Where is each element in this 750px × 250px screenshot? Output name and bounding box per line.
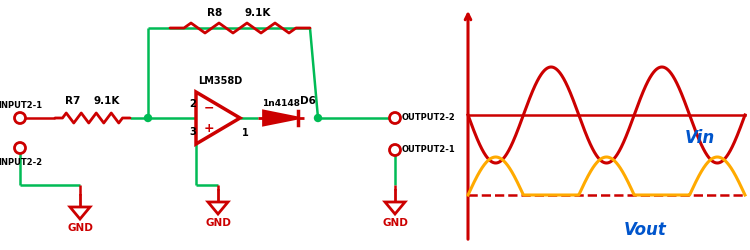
Polygon shape	[208, 202, 228, 214]
Text: 9.1K: 9.1K	[244, 8, 272, 18]
Text: OUTPUT2-2: OUTPUT2-2	[402, 114, 456, 122]
Polygon shape	[70, 207, 90, 219]
Text: D6: D6	[300, 96, 316, 106]
Circle shape	[389, 112, 400, 124]
Text: OUTPUT2-1: OUTPUT2-1	[402, 146, 456, 154]
Text: Vout: Vout	[623, 221, 667, 239]
Circle shape	[14, 142, 26, 154]
Polygon shape	[263, 111, 298, 125]
Polygon shape	[385, 202, 405, 214]
Text: 3: 3	[189, 127, 196, 137]
Text: 1: 1	[242, 128, 249, 138]
Text: INPUT2-2: INPUT2-2	[0, 158, 42, 167]
Text: INPUT2-1: INPUT2-1	[0, 101, 42, 110]
Text: 9.1K: 9.1K	[94, 96, 120, 106]
Text: R7: R7	[65, 96, 81, 106]
Text: +: +	[204, 122, 214, 134]
Circle shape	[389, 144, 400, 156]
Circle shape	[14, 112, 26, 124]
Circle shape	[145, 114, 152, 121]
Text: GND: GND	[67, 223, 93, 233]
Text: R8: R8	[207, 8, 223, 18]
Text: −: −	[204, 102, 214, 114]
Text: GND: GND	[382, 218, 408, 228]
Circle shape	[314, 114, 322, 121]
Text: 1n4148: 1n4148	[262, 99, 300, 108]
Text: Vin: Vin	[685, 129, 716, 147]
Text: LM358D: LM358D	[198, 76, 242, 86]
Polygon shape	[196, 92, 240, 144]
Text: 2: 2	[189, 99, 196, 109]
Text: GND: GND	[205, 218, 231, 228]
